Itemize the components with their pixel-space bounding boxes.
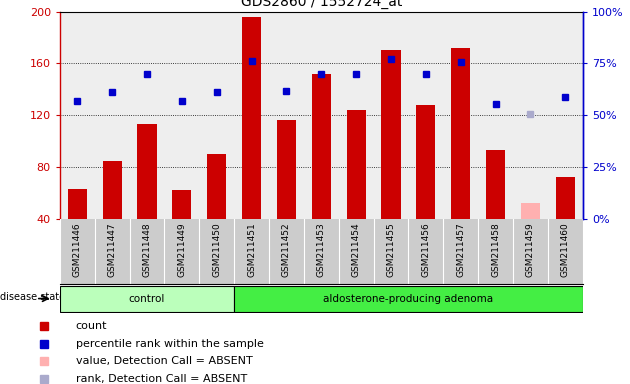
Bar [277,120,296,219]
Text: rank, Detection Call = ABSENT: rank, Detection Call = ABSENT [76,374,247,384]
Bar [381,50,401,219]
Bar [242,17,261,219]
Text: GSM211459: GSM211459 [526,222,535,277]
Title: GDS2860 / 1552724_at: GDS2860 / 1552724_at [241,0,402,9]
Bar [60,286,234,311]
Bar [207,154,226,219]
Text: GSM211447: GSM211447 [108,222,117,277]
Text: GSM211450: GSM211450 [212,222,221,277]
Text: GSM211454: GSM211454 [352,222,360,277]
Bar [486,150,505,219]
Bar [67,189,87,219]
Bar [172,190,192,219]
Text: GSM211460: GSM211460 [561,222,570,277]
Text: GSM211455: GSM211455 [387,222,396,277]
Text: GSM211449: GSM211449 [178,222,186,277]
Bar [137,124,157,219]
Text: count: count [76,321,107,331]
Bar [416,105,435,219]
Text: GSM211457: GSM211457 [456,222,465,277]
Bar [234,286,583,311]
Bar [521,204,540,219]
Text: value, Detection Call = ABSENT: value, Detection Call = ABSENT [76,356,253,366]
Bar [346,110,366,219]
Text: control: control [129,293,165,304]
Text: GSM211451: GSM211451 [247,222,256,277]
Text: GSM211448: GSM211448 [142,222,151,277]
Text: GSM211456: GSM211456 [421,222,430,277]
Text: percentile rank within the sample: percentile rank within the sample [76,339,263,349]
Text: disease state: disease state [0,292,65,302]
Bar [451,48,471,219]
Bar [312,74,331,219]
Bar [556,177,575,219]
Text: GSM211453: GSM211453 [317,222,326,277]
Text: GSM211452: GSM211452 [282,222,291,277]
Text: GSM211458: GSM211458 [491,222,500,277]
Bar [103,161,122,219]
Text: GSM211446: GSM211446 [73,222,82,277]
Text: aldosterone-producing adenoma: aldosterone-producing adenoma [323,293,493,304]
